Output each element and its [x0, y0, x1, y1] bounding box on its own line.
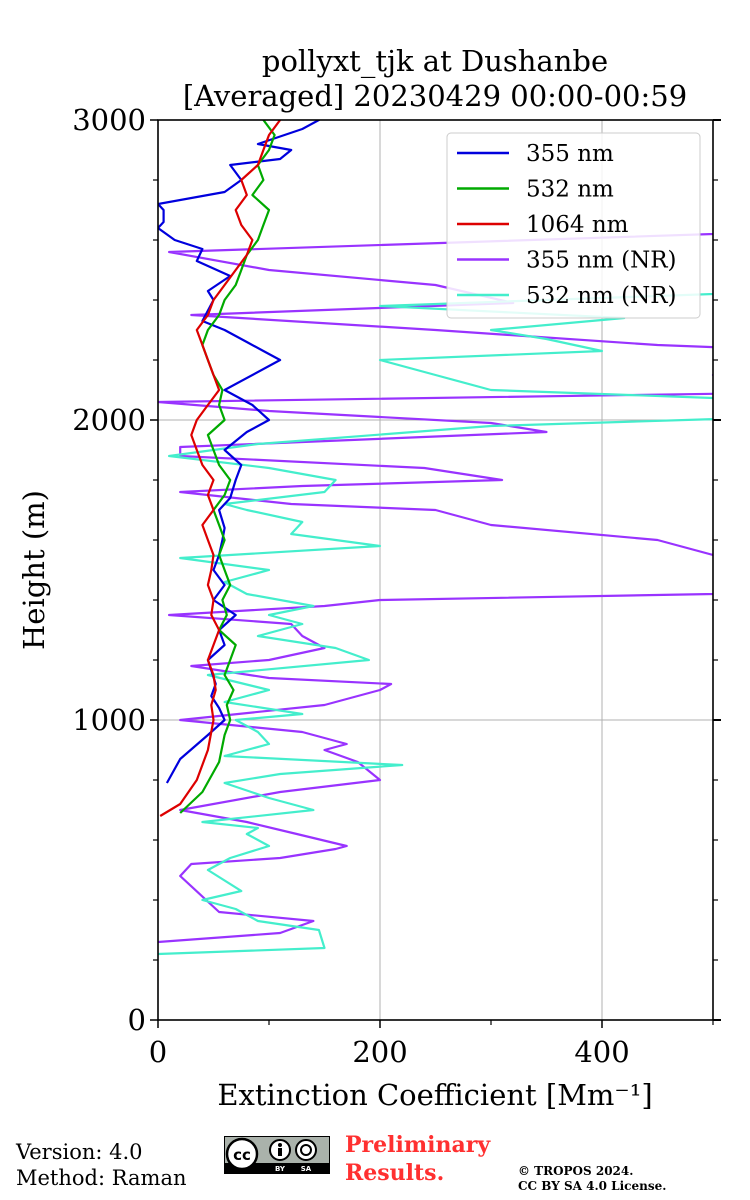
chart-subtitle: [Averaged] 20230429 00:00-00:59 [183, 79, 687, 113]
legend-label: 355 nm [526, 141, 614, 167]
cc-text: cc [233, 1146, 251, 1164]
legend-label: 532 nm (NR) [526, 283, 677, 309]
cc-license-badge: cc BY SA [224, 1136, 330, 1174]
plot-frame [157, 119, 714, 1021]
preliminary-line-2: Results. [345, 1160, 445, 1186]
footer-info: Version: 4.0 Method: Raman [16, 1139, 187, 1191]
y-tick-label: 2000 [72, 403, 146, 437]
legend-label: 355 nm (NR) [526, 248, 677, 274]
legend-box [446, 132, 701, 319]
sa-icon [295, 1139, 317, 1161]
x-tick-label: 200 [352, 1035, 407, 1069]
y-tick-label: 1000 [72, 703, 146, 737]
legend-label: 532 nm [526, 177, 614, 203]
x-tick-label: 400 [574, 1035, 629, 1069]
preliminary-line-1: Preliminary [345, 1132, 491, 1158]
series-line-532-nm-nr- [158, 292, 713, 956]
by-text: BY [275, 1165, 286, 1173]
series-lines [158, 120, 713, 956]
copyright-note: © TROPOS 2024. CC BY SA 4.0 License. [518, 1164, 666, 1194]
chart-figure: pollyxt_tjk at Dushanbe [Averaged] 20230… [17, 44, 721, 1112]
y-axis-label: Height (m) [17, 490, 51, 650]
y-tick-label: 3000 [72, 103, 146, 137]
chart-title: pollyxt_tjk at Dushanbe [262, 44, 608, 79]
legend-label: 1064 nm [526, 212, 629, 238]
method-label: Method: Raman [16, 1166, 187, 1190]
sa-text: SA [301, 1165, 312, 1173]
x-axis-label: Extinction Coefficient [Mm⁻¹] [217, 1078, 652, 1112]
series-line-1064-nm [159, 120, 282, 817]
y-tick-label: 0 [128, 1003, 146, 1037]
x-tick-label: 0 [149, 1035, 167, 1069]
series-line-355-nm-nr- [158, 232, 713, 944]
legend: 355 nm 532 nm 1064 nm 355 nm (NR) 532 nm (NR… [446, 132, 701, 319]
preliminary-note: Preliminary Results. [345, 1131, 490, 1187]
axis-ticks: 0 200 400 0 1000 2000 3000 [72, 103, 721, 1069]
version-label: Version: 4.0 [16, 1140, 143, 1164]
copyright-line-2: CC BY SA 4.0 License. [518, 1179, 667, 1193]
cc-icon [225, 1137, 259, 1171]
copyright-line-1: © TROPOS 2024. [518, 1164, 634, 1178]
